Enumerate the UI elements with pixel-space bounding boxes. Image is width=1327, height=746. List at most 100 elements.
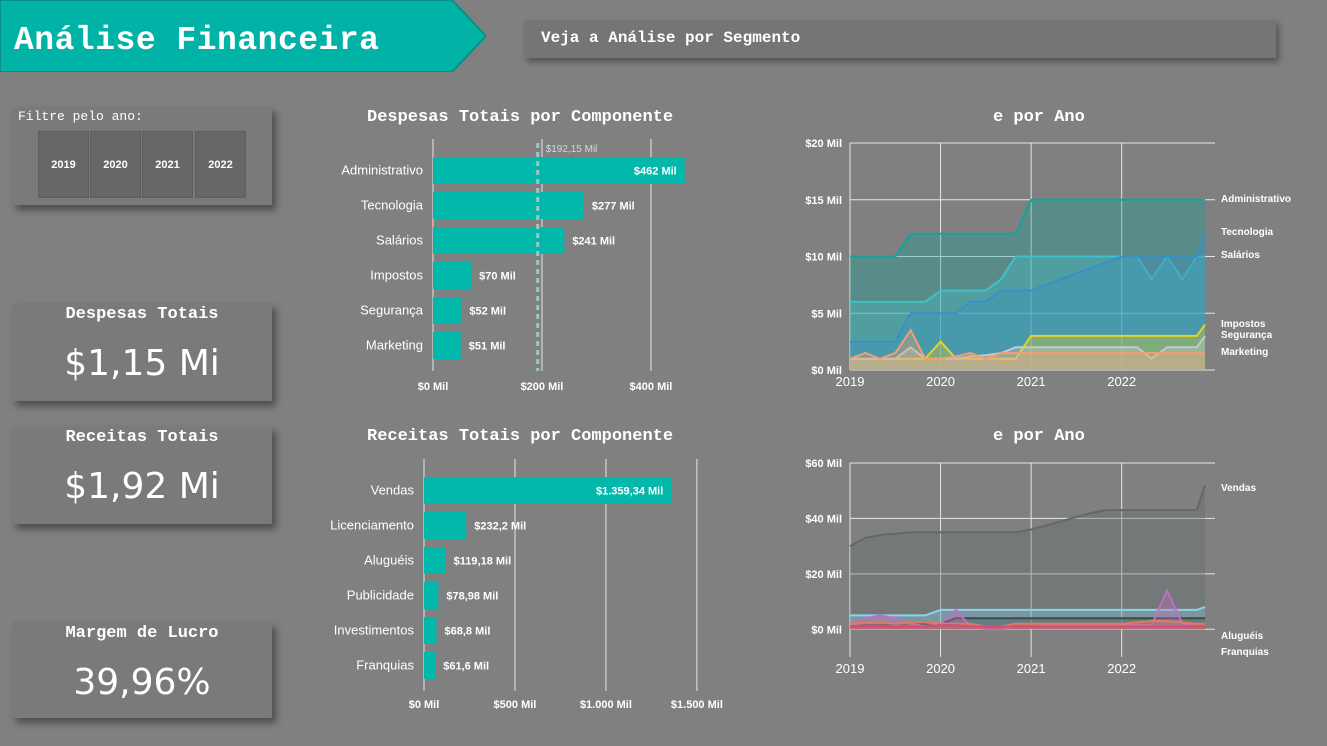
series-label: Impostos	[1221, 319, 1266, 330]
series-area	[850, 330, 1205, 370]
x-tick-label: 2021	[1017, 661, 1046, 676]
y-tick-label: $15 Mil	[805, 195, 842, 207]
x-tick-label: $0 Mil	[418, 381, 449, 393]
y-tick-label: $0 Mil	[811, 365, 842, 377]
x-tick-label: $500 Mil	[494, 699, 537, 711]
data-label: $119,18 Mil	[454, 556, 512, 568]
series-label: Marketing	[1221, 347, 1268, 358]
page-title: Análise Financeira	[14, 22, 380, 59]
title-banner: Análise Financeira	[0, 0, 486, 72]
series-label: Franquias	[1221, 647, 1269, 658]
reference-line-label: $192,15 Mil	[546, 144, 598, 155]
data-label: $462 Mil	[634, 166, 677, 178]
series-label: Aluguéis	[1221, 631, 1264, 642]
x-tick-label: 2022	[1107, 661, 1136, 676]
x-tick-label: 2019	[836, 661, 865, 676]
y-tick-label: $5 Mil	[811, 308, 842, 320]
data-label: $232,2 Mil	[474, 521, 526, 533]
year-button-2022[interactable]: 2022	[195, 131, 246, 198]
title-banner-shape	[0, 0, 486, 72]
x-tick-label: 2020	[926, 374, 955, 389]
year-button-2021[interactable]: 2021	[142, 131, 193, 198]
data-label: $52 Mil	[469, 306, 506, 318]
x-tick-label: 2020	[926, 661, 955, 676]
segment-analysis-button[interactable]: Veja a Análise por Segmento	[524, 20, 1276, 58]
year-button-2019[interactable]: 2019	[38, 131, 89, 198]
series-line	[850, 606, 1206, 617]
data-label: $241 Mil	[572, 236, 615, 248]
bar	[433, 192, 584, 219]
kpi-expenses-value: $1,15 Mi	[64, 343, 220, 384]
expense-line-chart: $0 Mil $5 Mil $10 Mil $15 Mil $20 Mil 2019 202…	[805, 138, 1291, 389]
bar	[424, 477, 672, 504]
revenue-line-chart: $0 Mil $20 Mil $40 Mil $60 Mil 2019 2020 2021 2…	[805, 458, 1269, 676]
kpi-revenue-value: $1,92 Mi	[64, 466, 220, 507]
data-label: $78,98 Mil	[446, 591, 498, 603]
x-tick-label: $200 Mil	[521, 381, 564, 393]
series-line	[849, 620, 1205, 628]
category-label: Segurança	[360, 303, 424, 318]
x-tick-label: 2022	[1107, 374, 1136, 389]
year-filter: Filtre pelo ano: 2019 2020 2021 2022	[12, 107, 272, 205]
year-button-2020[interactable]: 2020	[90, 131, 141, 198]
kpi-margin-title: Margem de Lucro	[65, 624, 219, 643]
series-label: Vendas	[1221, 483, 1256, 494]
x-tick-label: $0 Mil	[409, 699, 440, 711]
series-label: Salários	[1221, 250, 1260, 261]
bar	[433, 262, 472, 289]
revenue-bar-title: Receitas Totais por Componente	[367, 427, 674, 446]
y-tick-label: $20 Mil	[805, 138, 842, 150]
x-tick-label: $1.500 Mil	[671, 699, 723, 711]
year-filter-label: Filtre pelo ano:	[18, 109, 143, 124]
category-label: Licenciamento	[330, 518, 414, 533]
bar	[424, 652, 436, 679]
category-label: Administrativo	[341, 163, 423, 178]
series-line	[850, 624, 1205, 628]
data-label: $68,8 Mil	[445, 626, 491, 638]
data-label: $51 Mil	[469, 341, 506, 353]
series-line	[850, 324, 1206, 360]
kpi-card-margin: Margem de Lucro 39,96%	[12, 622, 272, 718]
series-line	[850, 254, 1205, 303]
x-tick-label: $1.000 Mil	[580, 699, 632, 711]
y-tick-label: $20 Mil	[805, 569, 842, 581]
kpi-margin-value: 39,96%	[73, 662, 211, 703]
expense-bar-title: Despesas Totais por Componente	[367, 108, 674, 127]
series-line	[850, 233, 1206, 343]
y-tick-label: $10 Mil	[805, 252, 842, 264]
series-label: Tecnologia	[1221, 227, 1273, 238]
series-area	[850, 199, 1205, 370]
category-label: Publicidade	[347, 588, 414, 603]
x-tick-label: 2019	[836, 374, 865, 389]
category-label: Impostos	[370, 268, 423, 283]
revenue-bar-chart: $0 Mil $500 Mil $1.000 Mil $1.500 Mil Vendas…	[330, 459, 723, 711]
series-area	[850, 256, 1205, 370]
kpi-revenue-title: Receitas Totais	[65, 428, 219, 447]
data-label: $1.359,34 Mil	[596, 486, 663, 498]
data-label: $70 Mil	[479, 271, 516, 283]
expense-bar-chart: $0 Mil $200 Mil $400 Mil Administrativo $462…	[341, 139, 685, 393]
bar	[433, 297, 462, 324]
category-label: Franquias	[356, 658, 414, 673]
revenue-line-title: e por Ano	[993, 427, 1085, 446]
category-label: Tecnologia	[361, 198, 424, 213]
series-line	[849, 484, 1206, 547]
data-label: $61,6 Mil	[443, 661, 489, 673]
bar	[433, 157, 685, 184]
series-label: Segurança	[1221, 330, 1273, 341]
series-line	[850, 198, 1205, 258]
bar	[433, 332, 461, 359]
category-label: Aluguéis	[364, 553, 414, 568]
bar	[424, 547, 446, 574]
y-tick-label: $60 Mil	[805, 458, 842, 470]
bar	[433, 227, 565, 254]
series-line	[849, 328, 1205, 360]
bar	[424, 617, 437, 644]
expense-line-title: e por Ano	[993, 108, 1085, 127]
bar	[424, 582, 439, 609]
kpi-expenses-title: Despesas Totais	[65, 305, 219, 324]
series-line	[850, 335, 1206, 360]
category-label: Investimentos	[334, 623, 415, 638]
y-tick-label: $0 Mil	[811, 624, 842, 636]
category-label: Salários	[376, 233, 423, 248]
